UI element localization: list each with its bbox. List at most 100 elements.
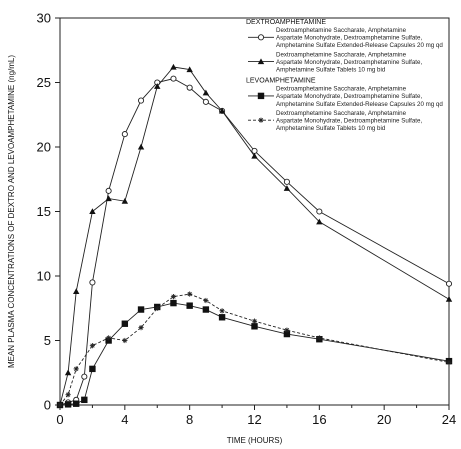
y-axis-ticks: 0 5 10 15 20 25 30	[37, 11, 60, 413]
x-axis-ticks: 0 4 8 12 16 20 24	[56, 405, 456, 427]
legend-group-title: LEVOAMPHETAMINE	[246, 78, 316, 85]
data-point-triangle	[154, 83, 161, 89]
data-point-asterisk	[258, 117, 264, 123]
data-point-open-circle	[251, 147, 258, 154]
data-point-open-circle	[257, 34, 265, 41]
series-line	[59, 293, 450, 406]
data-point-triangle	[257, 58, 265, 65]
legend-entry-text: Amphetamine Sulfate Tablets 10 mg bid	[276, 125, 386, 132]
legend-group-title: DEXTROAMPHETAMINE	[246, 19, 326, 26]
series-line	[59, 302, 450, 406]
data-point-asterisk	[57, 402, 63, 408]
series-levo-tablets	[57, 291, 452, 408]
data-point-open-circle	[170, 75, 177, 82]
data-point-asterisk	[316, 335, 322, 341]
legend-entry-text: Aspartate Monohydrate, Dextroamphetamine…	[276, 35, 422, 42]
asterisk-stroke	[106, 335, 111, 341]
data-point-triangle	[64, 369, 72, 376]
asterisk-stroke	[57, 402, 63, 408]
y-tick-label: 20	[37, 140, 51, 155]
data-point-square	[121, 320, 129, 327]
data-point-square	[170, 299, 177, 307]
legend-entry-text: Amphetamine Sulfate Tablets 10 mg bid	[276, 67, 386, 74]
asterisk-stroke	[171, 294, 176, 299]
series-line	[59, 78, 450, 406]
data-point-asterisk	[284, 327, 290, 333]
asterisk-stroke	[74, 366, 79, 372]
data-point-open-circle	[89, 279, 96, 286]
data-point-square	[81, 396, 88, 404]
legend-entry: Dextroamphetamine Saccharate, Amphetamin…	[248, 51, 422, 74]
asterisk-stroke	[258, 118, 264, 123]
data-point-open-circle	[105, 187, 112, 194]
asterisk-stroke	[219, 308, 225, 313]
data-point-triangle	[218, 107, 226, 114]
data-point-asterisk	[122, 337, 128, 344]
legend-entry-text: Dextroamphetamine Saccharate, Amphetamin…	[276, 51, 407, 58]
asterisk-stroke	[252, 319, 257, 324]
legend-entry-text: Aspartate Monohydrate, Dextroamphetamine…	[276, 93, 422, 100]
asterisk-stroke	[90, 343, 95, 348]
y-tick-label: 10	[37, 269, 51, 284]
asterisk-stroke	[317, 335, 322, 341]
data-point-square	[73, 400, 80, 407]
legend-entry-text: Amphetamine Sulfate Extended-Release Cap…	[276, 42, 443, 49]
asterisk-stroke	[446, 360, 452, 365]
asterisk-stroke	[203, 298, 209, 303]
data-point-triangle	[283, 185, 291, 191]
legend-entry: Dextroamphetamine Saccharate, Amphetamin…	[248, 86, 443, 108]
series-dextro-tablets	[56, 63, 453, 408]
data-point-asterisk	[89, 343, 96, 349]
x-tick-label: 8	[186, 412, 193, 427]
data-point-asterisk	[154, 305, 160, 311]
asterisk-stroke	[65, 392, 71, 397]
data-point-triangle	[89, 208, 96, 215]
data-point-asterisk	[219, 308, 225, 314]
data-point-square	[283, 330, 291, 338]
data-point-triangle	[137, 143, 145, 150]
data-point-open-circle	[445, 280, 453, 287]
series-line	[59, 66, 450, 406]
data-point-triangle	[186, 66, 193, 73]
data-point-triangle	[202, 89, 210, 96]
data-point-asterisk	[170, 294, 177, 300]
legend-entry-text: Dextroamphetamine Saccharate, Amphetamin…	[276, 86, 407, 93]
data-point-open-circle	[121, 131, 128, 138]
y-tick-label: 30	[37, 11, 51, 26]
x-tick-label: 4	[121, 412, 128, 427]
asterisk-stroke	[155, 306, 160, 311]
data-point-asterisk	[251, 318, 258, 324]
x-tick-label: 24	[442, 412, 456, 427]
legend-entry-text: Amphetamine Sulfate Extended-Release Cap…	[276, 101, 443, 108]
y-axis-label: MEAN PLASMA CONCENTRATIONS OF DEXTRO AND…	[7, 55, 16, 368]
data-point-triangle	[170, 63, 177, 70]
data-point-square	[186, 302, 193, 309]
legend-entry-text: Dextroamphetamine Saccharate, Amphetamin…	[276, 27, 407, 34]
series-layer	[56, 63, 453, 409]
y-tick-label: 0	[44, 398, 51, 413]
data-point-triangle	[316, 218, 323, 225]
x-tick-label: 0	[56, 412, 63, 427]
data-point-asterisk	[138, 325, 144, 331]
data-point-asterisk	[187, 291, 193, 297]
y-tick-label: 25	[37, 75, 51, 90]
plot-border	[59, 17, 450, 406]
data-point-square	[257, 92, 265, 100]
asterisk-stroke	[284, 328, 290, 333]
data-point-asterisk	[446, 359, 452, 366]
asterisk-stroke	[122, 338, 127, 343]
legend-entry-text: Aspartate Monohydrate, Dextroamphetamine…	[276, 118, 422, 125]
data-point-square	[251, 323, 258, 330]
plot-frame	[59, 17, 450, 406]
data-point-asterisk	[106, 335, 112, 341]
data-point-triangle	[445, 296, 453, 302]
data-point-square	[89, 365, 96, 373]
legend-entry-text: Dextroamphetamine Saccharate, Amphetamin…	[276, 110, 407, 117]
data-point-open-circle	[186, 84, 193, 91]
series-dextro-capsules	[56, 75, 453, 409]
data-point-triangle	[73, 288, 80, 295]
asterisk-stroke	[138, 325, 144, 330]
data-point-square	[218, 314, 226, 321]
data-point-open-circle	[202, 98, 209, 105]
